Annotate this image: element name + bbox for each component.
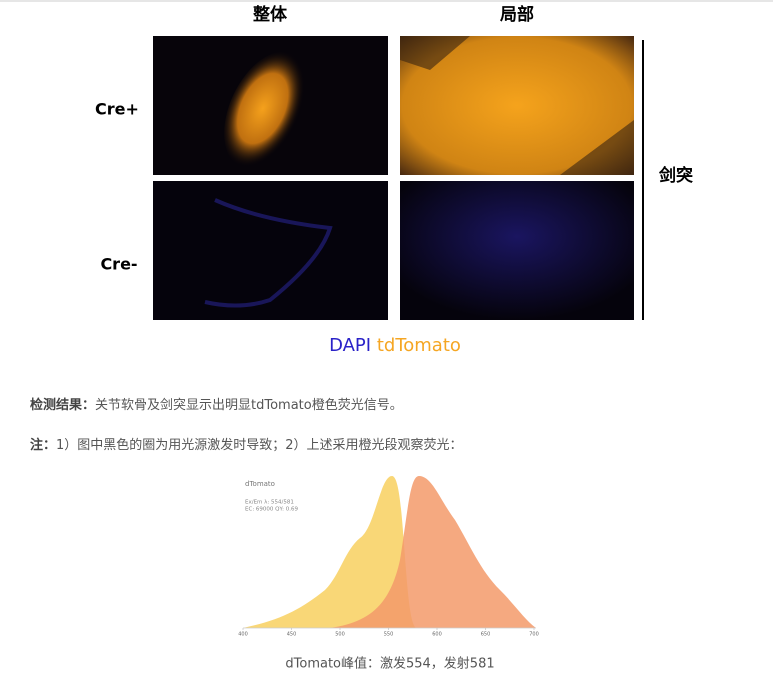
image — [153, 181, 388, 320]
row-label: Cre+ — [95, 100, 139, 119]
result-label: 检测结果： — [30, 397, 95, 413]
excitation-curve — [243, 476, 416, 628]
note-label: 注： — [30, 437, 56, 453]
x-tick-label: 550 — [384, 632, 394, 638]
note: 注：1）图中黑色的圈为用光源激发时导致；2）上述采用橙光段观察荧光： — [30, 437, 463, 453]
side-label: 剑突 — [658, 165, 693, 186]
image-shade — [400, 36, 634, 175]
col-header: 局部 — [500, 4, 534, 25]
x-tick-label: 600 — [432, 632, 442, 638]
spectrum: dTomato Ex/Em λ: 554/581 EC: 69000 QY: 0… — [238, 476, 539, 638]
x-tick-label: 700 — [529, 632, 539, 638]
legend-dapi: DAPI — [329, 335, 371, 356]
x-tick-label: 400 — [238, 632, 248, 638]
legend-tdtomato: tdTomato — [377, 335, 461, 356]
emission-curve — [330, 476, 536, 628]
row-label: Cre- — [100, 255, 137, 274]
spectrum-info: EC: 69000 QY: 0.69 — [245, 507, 298, 513]
spectrum-title: dTomato — [245, 480, 275, 488]
caption: dTomato峰值：激发554，发射581 — [285, 656, 494, 672]
top-bar — [0, 0, 773, 2]
col-header: 整体 — [253, 4, 288, 25]
result-text: 关节软骨及剑突显示出明显tdTomato橙色荧光信号。 — [95, 397, 403, 413]
image — [400, 181, 634, 320]
spectrum-info: Ex/Em λ: 554/581 — [245, 500, 294, 506]
x-tick-label: 500 — [335, 632, 345, 638]
legend: DAPI tdTomato — [329, 335, 461, 356]
result: 检测结果：关节软骨及剑突显示出明显tdTomato橙色荧光信号。 — [30, 397, 403, 413]
x-tick-label: 650 — [481, 632, 491, 638]
note-text: 1）图中黑色的圈为用光源激发时导致；2）上述采用橙光段观察荧光： — [56, 437, 463, 453]
x-tick-label: 450 — [287, 632, 297, 638]
image-blob — [224, 51, 308, 169]
image-trace — [204, 198, 333, 308]
